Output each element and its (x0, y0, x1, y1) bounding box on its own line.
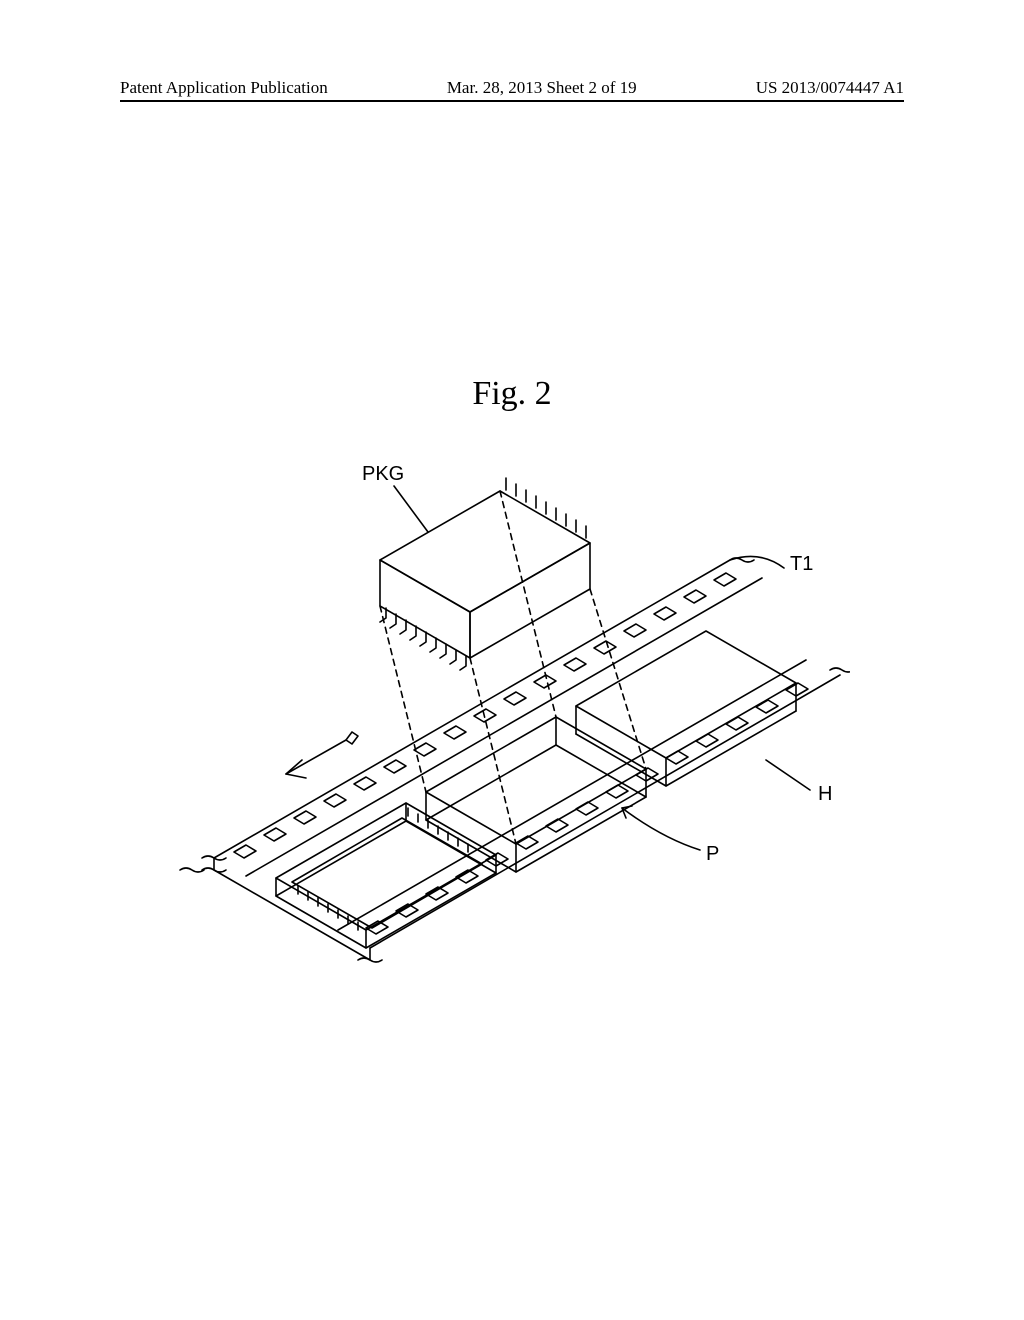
callout-pkg (394, 486, 428, 532)
figure-label: Fig. 2 (0, 375, 1024, 413)
pocket-3 (576, 631, 796, 786)
label-h: H (818, 783, 832, 805)
label-p: P (706, 843, 719, 865)
header-pub-number: US 2013/0074447 A1 (756, 78, 904, 100)
label-pkg: PKG (362, 463, 404, 485)
label-t1: T1 (790, 553, 813, 575)
patent-page: Patent Application Publication Mar. 28, … (0, 0, 1024, 1320)
pocket-2 (426, 717, 646, 872)
page-header: Patent Application Publication Mar. 28, … (120, 78, 904, 102)
callout-p (622, 806, 700, 850)
callout-t1 (730, 556, 784, 568)
callout-h (766, 760, 810, 790)
header-publication: Patent Application Publication (120, 78, 328, 100)
header-date-sheet: Mar. 28, 2013 Sheet 2 of 19 (447, 78, 637, 100)
figure-svg: PKG T1 H P (170, 460, 850, 980)
seated-package (292, 808, 482, 930)
floating-package (380, 478, 590, 670)
sprocket-row-back (366, 683, 808, 934)
figure-2-diagram: PKG T1 H P (170, 460, 850, 980)
direction-arrow (286, 732, 358, 778)
